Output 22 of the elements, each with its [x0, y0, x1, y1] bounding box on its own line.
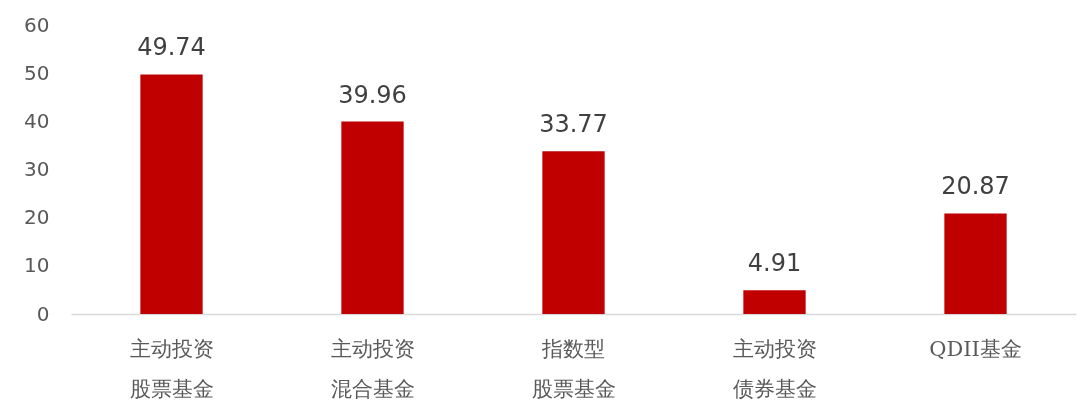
bar [140, 74, 203, 314]
x-tick-label: 主动投资混合基金 [330, 336, 415, 401]
data-label: 33.77 [539, 110, 608, 139]
x-tick-label: QDII基金 [929, 336, 1022, 361]
y-tick-label: 60 [24, 12, 50, 37]
x-tick-label: 主动投资股票基金 [129, 336, 214, 401]
y-tick-label: 50 [24, 60, 50, 85]
data-label: 20.87 [941, 172, 1010, 201]
data-label: 4.91 [747, 249, 802, 278]
y-tick-label: 40 [24, 108, 50, 133]
y-tick-label: 0 [36, 301, 50, 326]
y-tick-label: 20 [24, 205, 50, 230]
bar [944, 213, 1007, 314]
bar [542, 151, 605, 314]
x-tick-label: 指数型股票基金 [531, 336, 616, 401]
bar [743, 290, 806, 314]
data-label: 39.96 [338, 80, 407, 109]
y-tick-label: 10 [24, 253, 50, 278]
x-tick-label: 主动投资债券基金 [732, 336, 817, 401]
bar [341, 121, 404, 314]
y-tick-label: 30 [24, 157, 50, 181]
data-label: 49.74 [137, 33, 206, 62]
